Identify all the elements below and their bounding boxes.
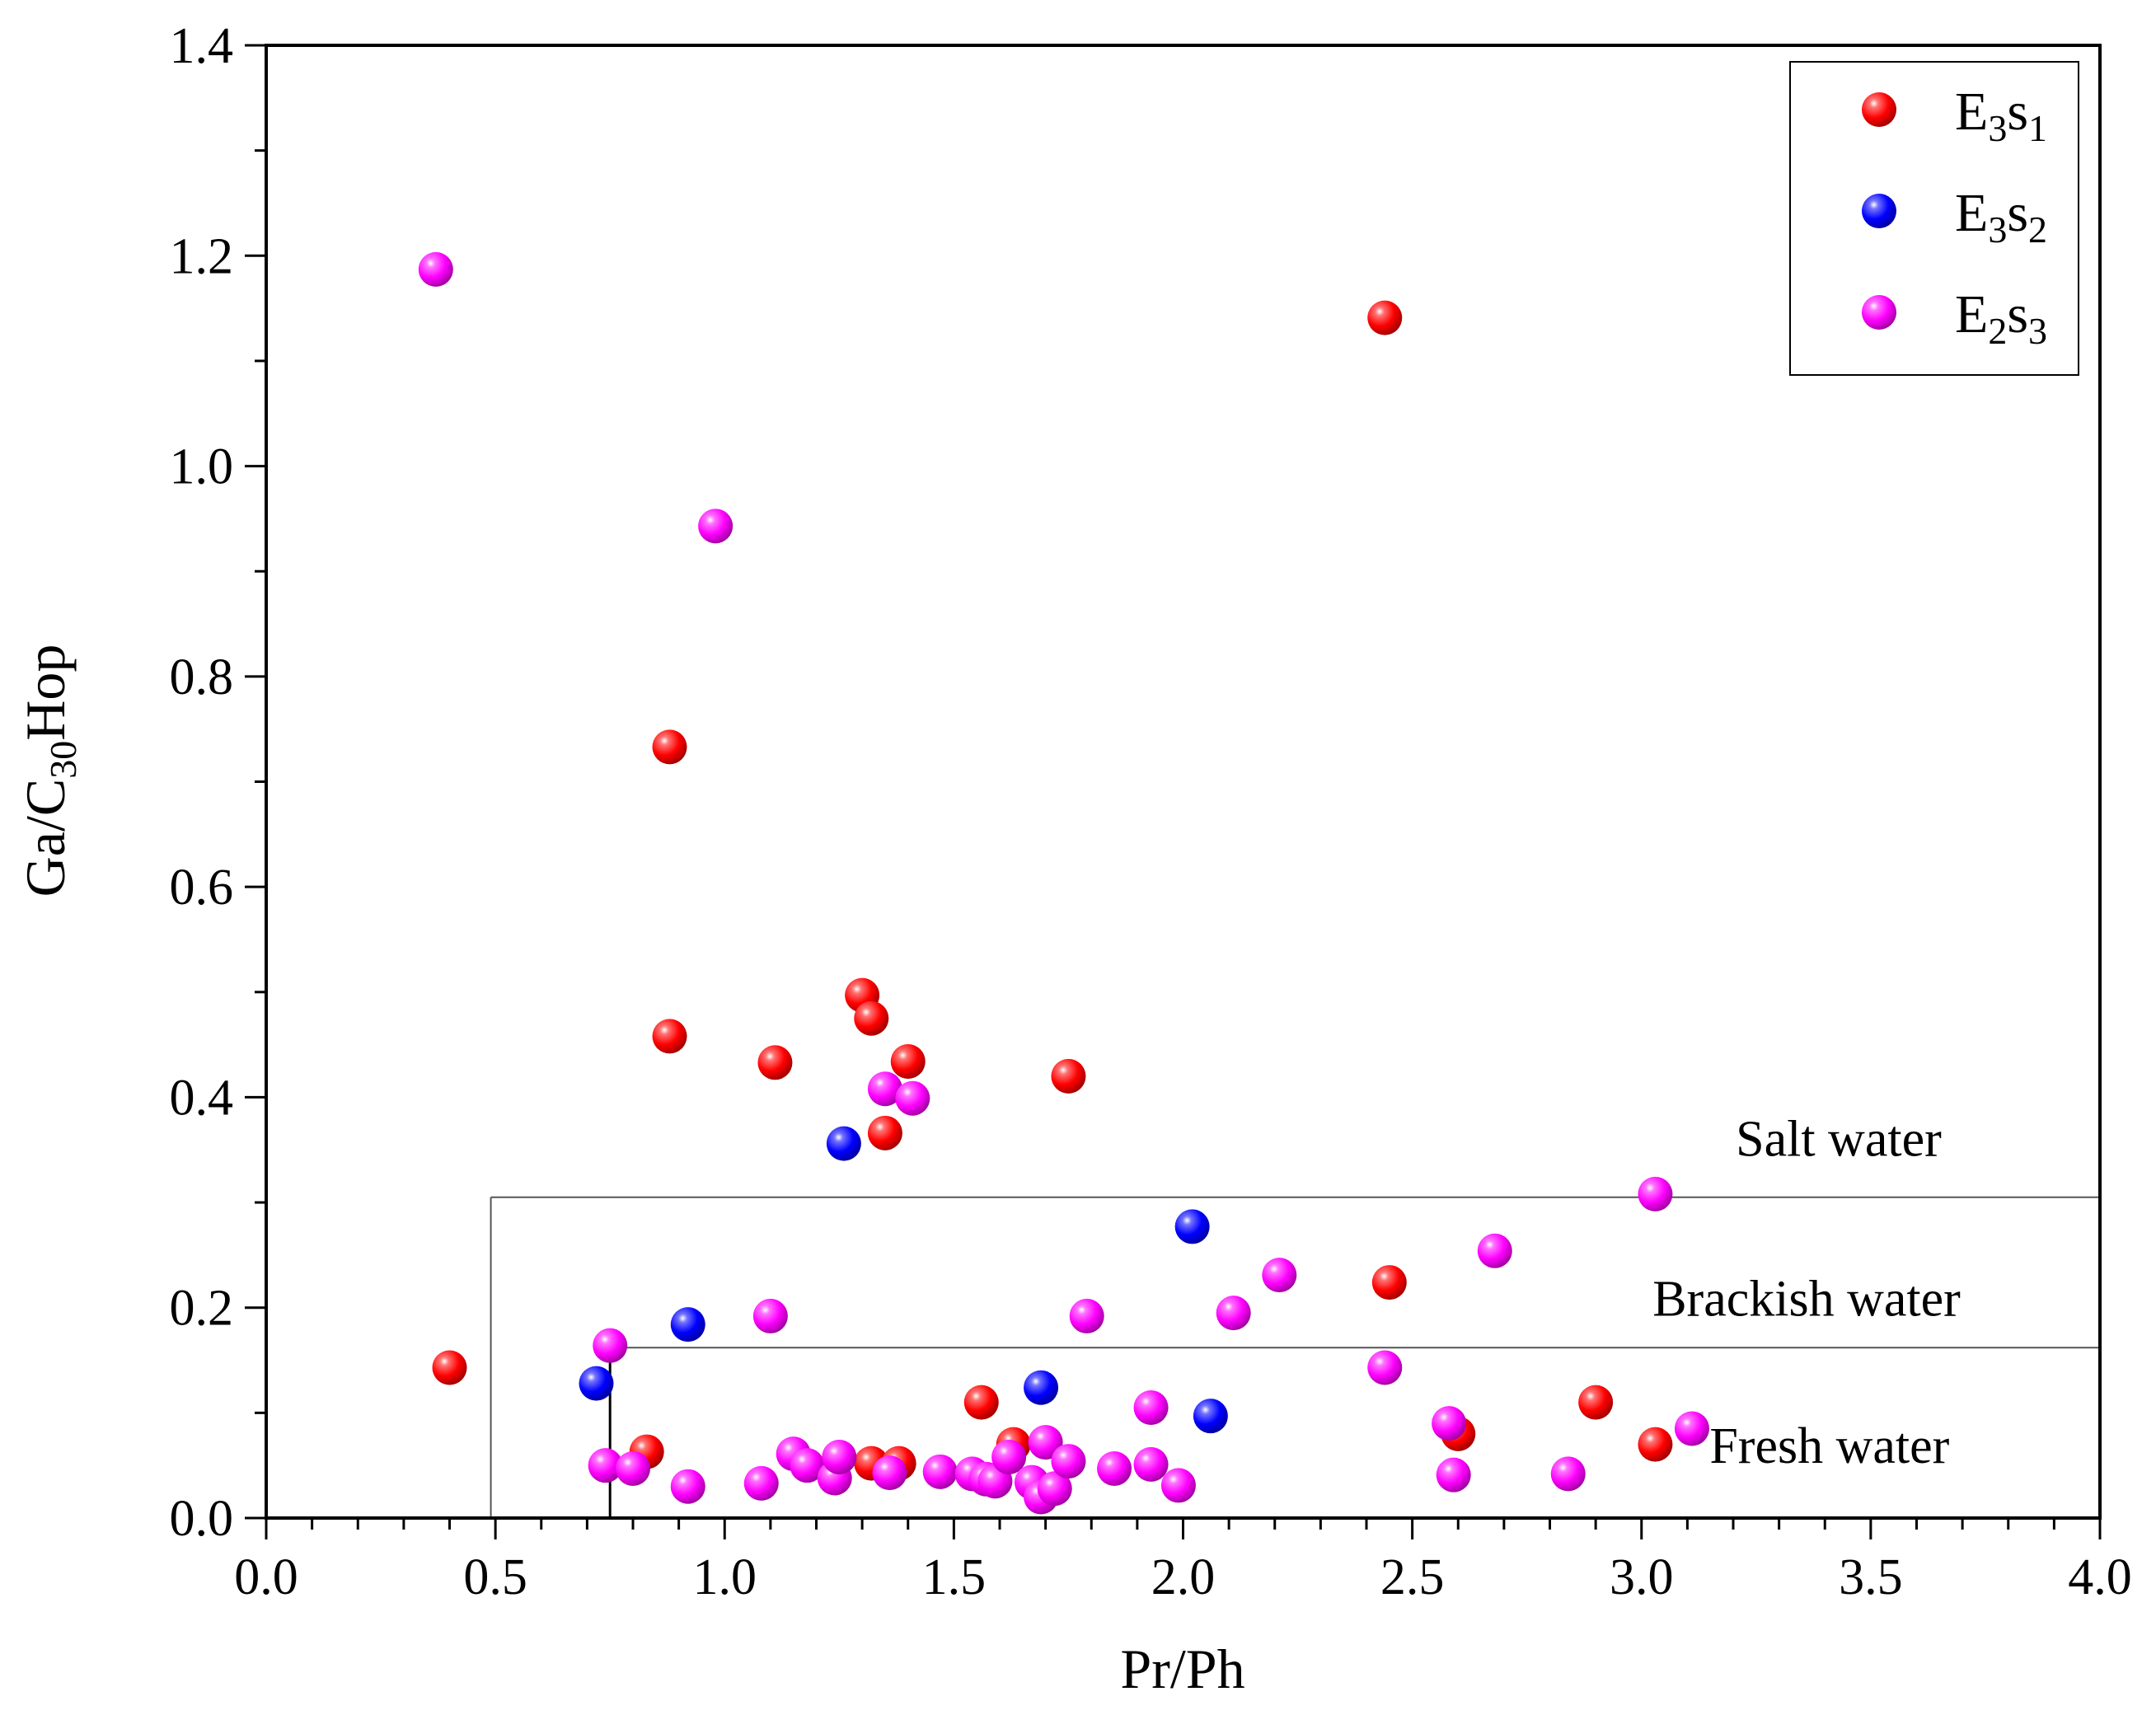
y-tick-label: 0.2 (170, 1281, 234, 1337)
legend-frame (1789, 61, 2079, 376)
data-point (922, 1454, 958, 1489)
series-E3s2 (579, 1126, 1228, 1434)
x-tick-label: 0.5 (463, 1549, 527, 1605)
y-axis-ticks (245, 44, 266, 1520)
x-axis-tick-labels: 0.0 0.5 1.0 1.5 2.0 2.5 3.0 3.5 4.0 (234, 1549, 2132, 1605)
data-point (1133, 1446, 1169, 1482)
data-point (1051, 1058, 1086, 1094)
x-tick-label: 2.5 (1380, 1549, 1445, 1605)
data-point (670, 1469, 705, 1504)
y-axis-title: Ga/C30Hop (14, 644, 84, 897)
legend-item: E3s2 (1862, 183, 2047, 251)
data-point (963, 1385, 999, 1420)
x-axis-title: Pr/Ph (1120, 1638, 1244, 1700)
data-point (1371, 1265, 1407, 1300)
x-tick-label: 3.0 (1610, 1549, 1674, 1605)
data-point (1051, 1444, 1086, 1479)
data-point (1262, 1258, 1297, 1293)
data-point (822, 1439, 857, 1474)
data-point (670, 1307, 705, 1342)
series-E3s1 (432, 300, 1673, 1481)
data-point (1638, 1427, 1673, 1462)
legend-label: E3s2 (1955, 183, 2047, 251)
data-point (895, 1080, 930, 1116)
water-region-labels: Salt water Brackish water Fresh water (1652, 1111, 1961, 1474)
series-E2s3 (418, 251, 1709, 1515)
data-point (757, 1045, 793, 1080)
legend-marker (1862, 194, 1896, 228)
x-tick-label: 1.0 (693, 1549, 757, 1605)
data-point (652, 1019, 687, 1054)
data-point (1037, 1471, 1072, 1506)
x-axis-ticks (265, 1518, 2102, 1539)
y-tick-label: 0.6 (170, 860, 234, 916)
data-points (418, 251, 1709, 1515)
y-tick-label: 0.4 (170, 1070, 234, 1126)
data-point (890, 1044, 926, 1080)
data-point (1638, 1176, 1673, 1211)
data-point (1133, 1389, 1169, 1425)
legend-label: E2s3 (1955, 284, 2047, 352)
y-tick-label: 1.2 (170, 228, 234, 284)
data-point (867, 1115, 902, 1150)
data-point (1160, 1468, 1196, 1503)
y-axis-tick-labels: 0.0 0.2 0.4 0.6 0.8 1.0 1.2 1.4 (170, 18, 234, 1547)
data-point (867, 1071, 902, 1107)
data-point (1436, 1457, 1471, 1492)
data-point (1097, 1451, 1132, 1487)
data-point (1174, 1209, 1210, 1244)
data-point (872, 1455, 907, 1491)
data-point (752, 1298, 788, 1333)
y-axis-title-subscript: 30 (42, 741, 84, 779)
data-point (1432, 1406, 1467, 1441)
data-point (1674, 1411, 1709, 1446)
x-tick-label: 2.0 (1151, 1549, 1216, 1605)
y-axis-title-suffix: Hop (14, 644, 77, 741)
data-point (616, 1451, 650, 1487)
data-point (1550, 1456, 1586, 1492)
y-tick-label: 0.0 (170, 1491, 234, 1547)
data-point (743, 1465, 779, 1501)
data-point (1024, 1370, 1059, 1405)
data-point (1367, 300, 1403, 335)
data-point (579, 1366, 614, 1401)
data-point (593, 1328, 628, 1363)
y-tick-label: 1.4 (170, 18, 234, 74)
data-point (1028, 1425, 1063, 1460)
data-point (418, 251, 453, 287)
legend-marker (1862, 295, 1896, 330)
x-tick-label: 0.0 (234, 1549, 298, 1605)
region-label: Brackish water (1652, 1272, 1961, 1328)
data-point (1578, 1385, 1614, 1420)
legend-marker (1862, 92, 1896, 127)
legend-item: E2s3 (1862, 284, 2047, 352)
data-point (652, 729, 687, 765)
data-point (1216, 1296, 1251, 1331)
data-point (432, 1350, 467, 1385)
data-point (854, 1000, 889, 1036)
data-point (1367, 1350, 1403, 1385)
legend: E3s1 E3s2 E2s3 (1789, 61, 2079, 376)
region-label: Salt water (1736, 1111, 1942, 1167)
y-axis-title-main: Ga/C (14, 779, 77, 897)
data-point (698, 508, 734, 544)
data-point (1193, 1399, 1228, 1434)
data-point (991, 1439, 1027, 1474)
x-tick-label: 1.5 (922, 1549, 987, 1605)
x-tick-label: 4.0 (2068, 1549, 2132, 1605)
legend-item: E3s1 (1862, 82, 2047, 149)
data-point (1069, 1298, 1104, 1333)
region-label: Fresh water (1709, 1418, 1949, 1474)
y-tick-label: 1.0 (170, 439, 234, 495)
data-point (790, 1448, 825, 1483)
y-tick-label: 0.8 (170, 649, 234, 705)
data-point (588, 1448, 623, 1483)
data-point (826, 1126, 861, 1161)
legend-label: E3s1 (1955, 82, 2047, 149)
data-point (1477, 1233, 1512, 1268)
x-tick-label: 3.5 (1839, 1549, 1903, 1605)
